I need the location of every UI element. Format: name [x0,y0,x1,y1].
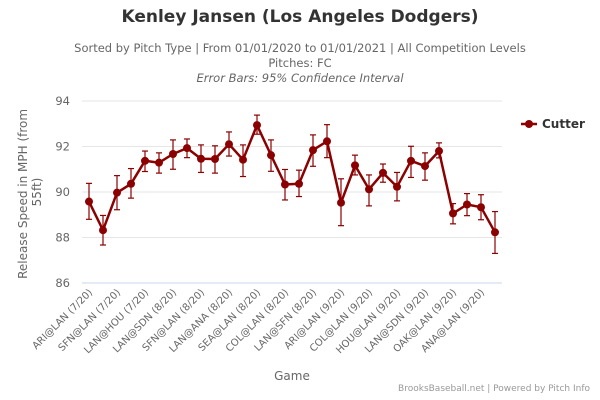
chart-subtitle: Sorted by Pitch Type | From 01/01/2020 t… [74,41,526,55]
data-point[interactable] [463,200,471,209]
data-point[interactable] [449,209,457,218]
data-point[interactable] [421,162,429,171]
data-point[interactable] [155,158,163,167]
y-axis-title: Release Speed in MPH (from 55ft) [16,105,44,279]
x-axis-title: Game [274,369,310,383]
data-point[interactable] [127,179,135,188]
data-point[interactable] [477,203,485,212]
data-point[interactable] [365,185,373,194]
legend-label-cutter: Cutter [542,117,585,131]
legend-marker-icon [525,120,533,128]
data-point[interactable] [85,197,93,206]
y-tick-label: 86 [55,276,70,290]
data-point[interactable] [351,161,359,170]
data-point[interactable] [169,150,177,159]
data-point[interactable] [337,198,345,207]
data-point[interactable] [183,144,191,153]
data-point[interactable] [379,168,387,177]
y-axis-title-line2: 55ft) [30,178,44,207]
data-point[interactable] [225,140,233,149]
y-tick-label: 90 [55,185,70,199]
data-point[interactable] [267,151,275,160]
error-bar-note: Error Bars: 95% Confidence Interval [196,71,404,85]
data-point[interactable] [407,156,415,165]
series-line-cutter [87,123,497,233]
data-point[interactable] [141,156,149,165]
chart-title: Kenley Jansen (Los Angeles Dodgers) [121,7,479,27]
data-point[interactable] [211,155,219,164]
y-tick-label: 92 [55,140,70,154]
legend[interactable]: Cutter [521,117,585,131]
data-point[interactable] [393,182,401,191]
data-point[interactable] [197,154,205,163]
credit-text[interactable]: BrooksBaseball.net | Powered by Pitch In… [398,384,590,394]
y-tick-label: 94 [55,94,70,108]
data-point[interactable] [99,226,107,235]
pitch-filter-text: Pitches: FC [268,56,332,70]
data-point[interactable] [435,147,443,156]
data-points [85,121,499,237]
y-tick-label: 88 [55,231,70,245]
x-axis-ticks: ARI@LAN (7/20)SFN@LAN (7/20)LAN@HOU (7/2… [31,287,488,356]
data-point[interactable] [253,121,261,130]
y-axis-ticks: 94 92 90 88 86 [55,94,70,290]
data-point[interactable] [309,146,317,155]
data-point[interactable] [323,137,331,146]
data-point[interactable] [239,155,247,164]
data-point[interactable] [295,179,303,188]
data-point[interactable] [491,228,499,237]
y-axis-title-line1: Release Speed in MPH (from [16,109,30,279]
grid-lines [82,100,502,284]
data-point[interactable] [113,188,121,197]
data-point[interactable] [281,180,289,189]
